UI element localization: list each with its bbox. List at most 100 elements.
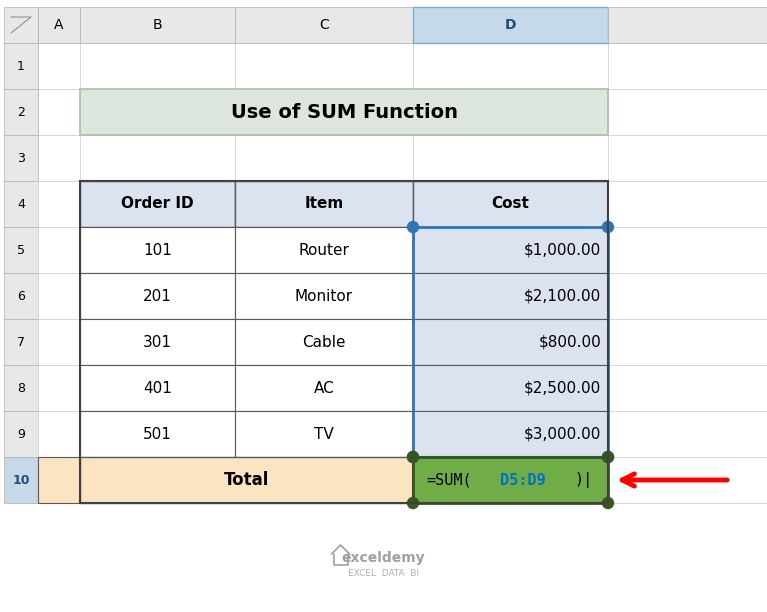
- Text: 9: 9: [17, 428, 25, 441]
- Bar: [4, 457, 38, 503]
- Text: D5:D9: D5:D9: [500, 472, 545, 488]
- Text: Cost: Cost: [492, 196, 529, 212]
- Text: Monitor: Monitor: [295, 288, 353, 304]
- Bar: [608, 411, 767, 457]
- Bar: [235, 273, 413, 319]
- Bar: [38, 457, 80, 503]
- Bar: [235, 181, 413, 227]
- Text: A: A: [54, 18, 64, 32]
- Bar: [80, 411, 235, 457]
- Bar: [608, 227, 767, 273]
- Bar: [413, 135, 608, 181]
- Text: 101: 101: [143, 242, 172, 258]
- Bar: [235, 365, 413, 411]
- Bar: [80, 89, 235, 135]
- Bar: [413, 273, 608, 319]
- Bar: [4, 319, 38, 365]
- Circle shape: [603, 452, 614, 463]
- Bar: [608, 89, 767, 135]
- Text: Total: Total: [224, 471, 269, 489]
- Bar: [80, 227, 235, 273]
- Bar: [38, 7, 80, 43]
- Text: $2,500.00: $2,500.00: [524, 381, 601, 395]
- Circle shape: [407, 498, 419, 509]
- Bar: [38, 319, 80, 365]
- Bar: [235, 273, 413, 319]
- Bar: [80, 319, 235, 365]
- Bar: [608, 7, 767, 43]
- Text: 3: 3: [17, 152, 25, 165]
- Text: Router: Router: [298, 242, 350, 258]
- Bar: [235, 227, 413, 273]
- Bar: [413, 457, 608, 503]
- Bar: [80, 227, 235, 273]
- Bar: [413, 411, 608, 457]
- Bar: [4, 181, 38, 227]
- Text: exceldemy: exceldemy: [341, 551, 426, 565]
- Text: 401: 401: [143, 381, 172, 395]
- Bar: [608, 273, 767, 319]
- Bar: [4, 273, 38, 319]
- Text: 501: 501: [143, 427, 172, 441]
- Bar: [413, 181, 608, 227]
- Bar: [413, 457, 608, 503]
- Text: C: C: [319, 18, 329, 32]
- Bar: [80, 181, 235, 227]
- Text: Cable: Cable: [302, 335, 346, 349]
- Text: Use of SUM Function: Use of SUM Function: [231, 102, 457, 122]
- Bar: [38, 181, 80, 227]
- Text: $3,000.00: $3,000.00: [524, 427, 601, 441]
- Bar: [608, 181, 767, 227]
- Text: $800.00: $800.00: [538, 335, 601, 349]
- Bar: [608, 365, 767, 411]
- Bar: [38, 319, 80, 365]
- Bar: [38, 411, 80, 457]
- Circle shape: [407, 452, 419, 463]
- Bar: [80, 89, 608, 135]
- Bar: [4, 43, 38, 89]
- Bar: [80, 457, 413, 503]
- Bar: [80, 365, 235, 411]
- Bar: [235, 135, 413, 181]
- Text: )|: )|: [574, 472, 592, 488]
- Bar: [608, 43, 767, 89]
- Bar: [608, 227, 767, 273]
- Text: 5: 5: [17, 244, 25, 256]
- Bar: [38, 135, 80, 181]
- Bar: [38, 365, 80, 411]
- Bar: [608, 319, 767, 365]
- Bar: [235, 89, 413, 135]
- Text: Order ID: Order ID: [121, 196, 194, 212]
- Bar: [80, 7, 235, 43]
- Text: 8: 8: [17, 381, 25, 395]
- Text: $2,100.00: $2,100.00: [524, 288, 601, 304]
- Bar: [4, 135, 38, 181]
- Bar: [4, 365, 38, 411]
- Bar: [608, 181, 767, 227]
- Bar: [235, 457, 413, 503]
- Bar: [413, 365, 608, 411]
- Bar: [235, 319, 413, 365]
- Bar: [38, 43, 80, 89]
- Bar: [235, 227, 413, 273]
- Text: 2: 2: [17, 105, 25, 119]
- Bar: [235, 411, 413, 457]
- Text: 7: 7: [17, 335, 25, 348]
- Bar: [80, 411, 235, 457]
- Bar: [38, 411, 80, 457]
- Bar: [80, 43, 235, 89]
- Circle shape: [603, 452, 614, 463]
- Bar: [413, 227, 608, 273]
- Bar: [413, 273, 608, 319]
- Text: TV: TV: [314, 427, 334, 441]
- Text: 6: 6: [17, 289, 25, 302]
- Bar: [38, 227, 80, 273]
- Text: AC: AC: [314, 381, 334, 395]
- Bar: [38, 365, 80, 411]
- Bar: [413, 457, 608, 503]
- Bar: [80, 365, 235, 411]
- Bar: [80, 273, 235, 319]
- Bar: [38, 273, 80, 319]
- Bar: [80, 319, 235, 365]
- Bar: [80, 181, 608, 503]
